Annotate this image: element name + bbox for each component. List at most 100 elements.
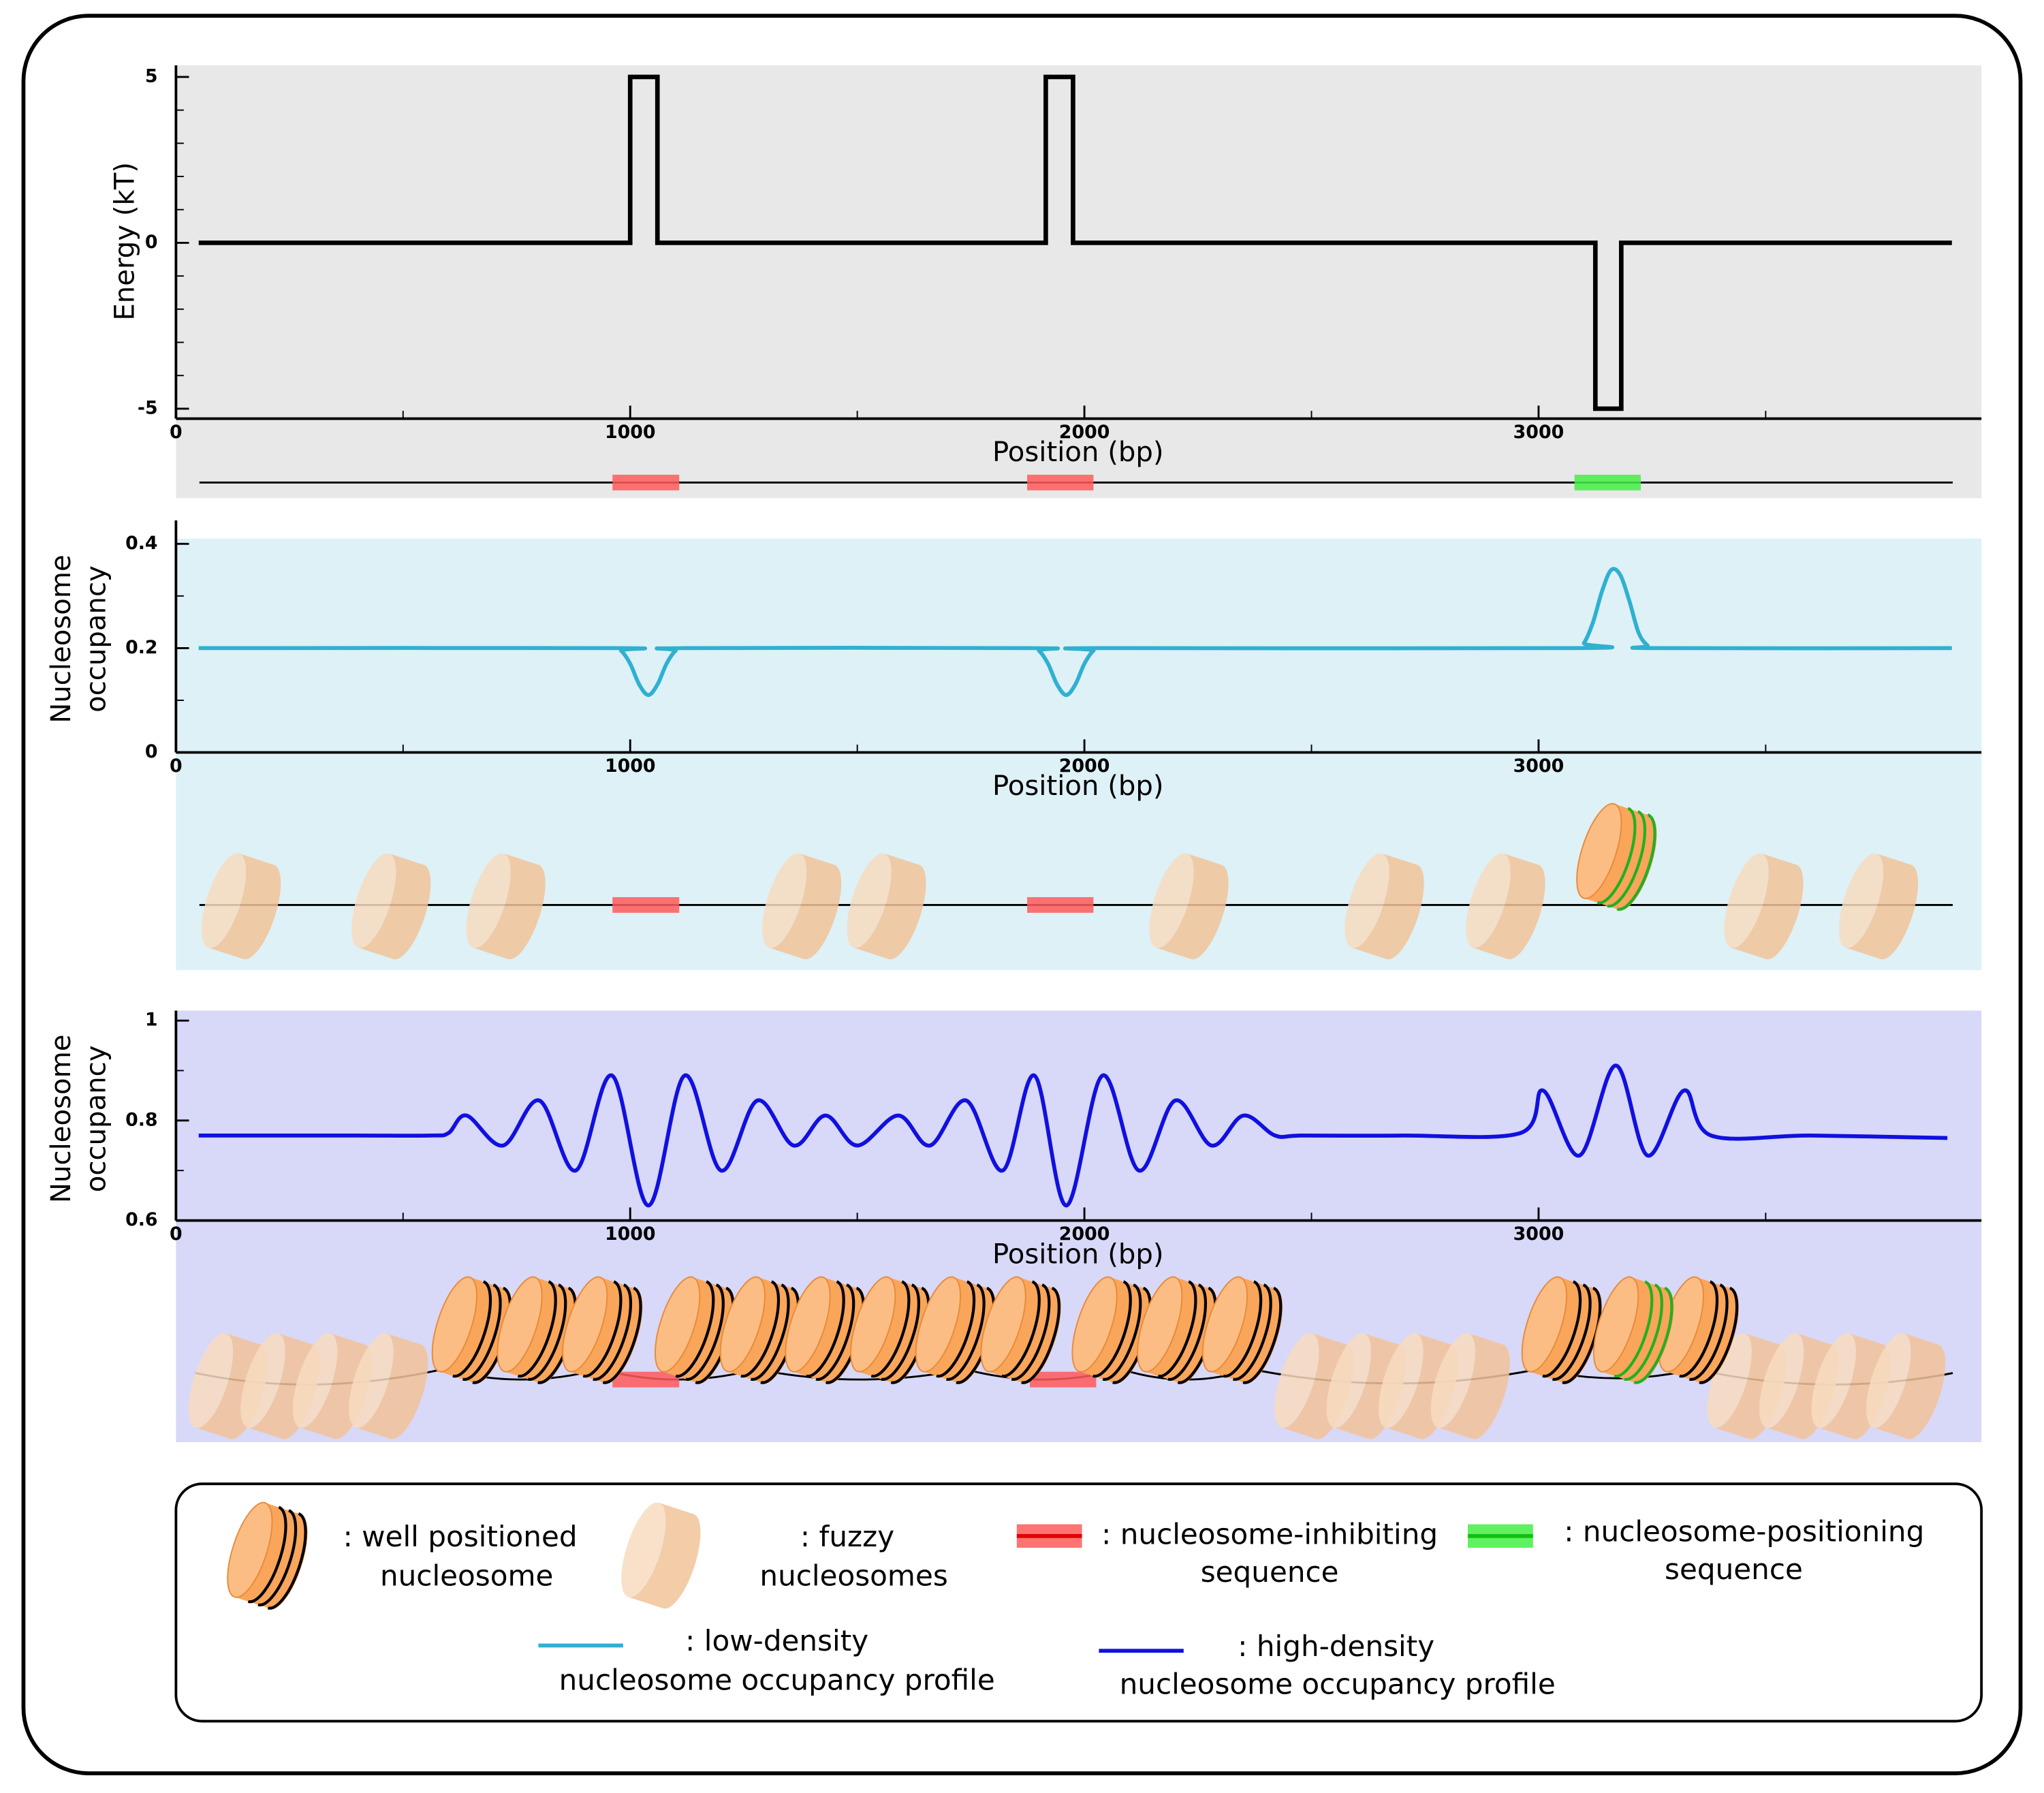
dna-wrap — [1092, 1280, 1132, 1378]
dna-wrap — [1688, 1283, 1729, 1382]
dna-wrap — [1157, 1280, 1197, 1378]
nucleosome-face — [201, 853, 247, 948]
nucleosome-face — [497, 1276, 543, 1373]
well-positioned-nucleosome — [431, 1276, 512, 1384]
y-axis-label: occupancy — [81, 1045, 112, 1192]
x-axis-label: Position (bp) — [992, 770, 1164, 802]
dna-wrap — [1699, 1286, 1739, 1384]
nucleosome-face — [562, 1276, 608, 1373]
well-positioned-nucleosome — [1521, 1276, 1602, 1384]
fuzzy-nucleosome — [1838, 853, 1919, 960]
x-tick-label: 3000 — [1513, 755, 1565, 777]
nucleosome-face — [915, 1276, 961, 1373]
y-tick-label: 0 — [145, 232, 158, 253]
data-line — [198, 567, 1952, 698]
dna-wrap — [247, 1506, 287, 1604]
nucleosome-face — [1707, 1332, 1752, 1428]
sequence-region — [612, 474, 680, 490]
nucleosome-face — [1071, 1276, 1118, 1373]
dna-wrap — [1607, 810, 1647, 908]
nucleosome-face — [1866, 1332, 1911, 1428]
legend-text: : high-density — [1238, 1630, 1434, 1663]
legend-text: nucleosome occupancy profile — [1120, 1667, 1556, 1700]
nucleosome-face — [847, 853, 892, 948]
y-axis-label: Nucleosome — [46, 555, 77, 723]
dna-wrap — [1633, 1286, 1673, 1384]
sequence-region — [612, 896, 680, 913]
legend-text: sequence — [1201, 1555, 1339, 1589]
nucleosome-face — [1379, 1332, 1424, 1428]
nucleosome-face — [1430, 1332, 1476, 1428]
dna-wrap — [1223, 1280, 1263, 1378]
fuzzy-nucleosome — [621, 1502, 701, 1609]
well-positioned-nucleosome — [1593, 1276, 1674, 1384]
fuzzy-nucleosome — [349, 1332, 428, 1439]
legend-text: sequence — [1665, 1553, 1803, 1586]
dna-wrap — [517, 1280, 557, 1378]
fuzzy-nucleosome — [351, 853, 431, 960]
data-line — [198, 1063, 1948, 1208]
x-tick-label: 3000 — [1513, 422, 1565, 443]
dna-wrap — [1102, 1283, 1142, 1382]
dna-wrap — [527, 1283, 567, 1382]
nucleosome-face — [1521, 1276, 1567, 1373]
x-tick-label: 0 — [170, 1223, 183, 1245]
dna-wrap — [257, 1509, 298, 1607]
x-axis-label: Position (bp) — [992, 437, 1164, 468]
dna-wrap — [593, 1283, 633, 1382]
nucleosome-face — [292, 1332, 338, 1428]
well-positioned-nucleosome — [1658, 1276, 1739, 1384]
legend-text: nucleosome — [380, 1559, 553, 1593]
legend-text: : nucleosome-inhibiting — [1101, 1517, 1438, 1550]
fuzzy-nucleosome — [847, 853, 926, 960]
legend-text: nucleosomes — [759, 1559, 947, 1593]
x-tick-label: 2000 — [1059, 1223, 1110, 1245]
well-positioned-nucleosome — [1576, 802, 1657, 911]
fuzzy-nucleosome — [1149, 853, 1229, 960]
dna-wrap — [1011, 1283, 1051, 1382]
fuzzy-nucleosome — [1724, 853, 1804, 960]
nucleosome-face — [621, 1502, 666, 1597]
legend-text: nucleosome occupancy profile — [559, 1664, 995, 1697]
legend-text: : well positioned — [343, 1520, 578, 1553]
nucleosome-face — [785, 1276, 831, 1373]
y-tick-label: 0.2 — [125, 637, 157, 658]
fuzzy-nucleosome — [761, 853, 842, 960]
dna-wrap — [1614, 1280, 1654, 1378]
dna-wrap — [1616, 813, 1656, 911]
dna-wrap — [945, 1283, 986, 1382]
well-positioned-nucleosome — [719, 1276, 800, 1384]
legend-text: : fuzzy — [800, 1520, 894, 1553]
nucleosome-face — [1201, 1276, 1248, 1373]
x-tick-label: 3000 — [1513, 1223, 1565, 1245]
dna-wrap — [1167, 1283, 1208, 1382]
nucleosome-face — [240, 1332, 285, 1428]
dna-wrap — [1624, 1283, 1663, 1382]
sequence-region — [612, 1371, 680, 1388]
well-positioned-nucleosome — [785, 1276, 866, 1384]
nucleosome-face — [1466, 853, 1511, 948]
dna-wrap — [870, 1280, 911, 1378]
nucleosome-face — [719, 1276, 766, 1373]
well-positioned-nucleosome — [227, 1501, 308, 1610]
y-tick-label: 0.4 — [125, 533, 157, 554]
legend-text: : low-density — [685, 1624, 868, 1657]
dna-wrap — [1562, 1286, 1602, 1384]
y-tick-label: -5 — [138, 397, 158, 418]
nucleosome-face — [188, 1332, 234, 1428]
x-axis-label: Position (bp) — [992, 1238, 1164, 1270]
nucleosome-face — [431, 1276, 477, 1373]
y-axis-label: occupancy — [81, 565, 112, 713]
nucleosome-face — [761, 853, 807, 948]
dna-wrap — [805, 1280, 845, 1378]
x-tick-label: 1000 — [605, 1223, 656, 1245]
dna-wrap — [675, 1280, 715, 1378]
dna-wrap — [462, 1283, 502, 1382]
nucleosome-face — [1724, 853, 1769, 948]
nucleosome-face — [227, 1501, 273, 1598]
y-tick-label: 0.6 — [125, 1209, 157, 1230]
dna-wrap — [267, 1512, 307, 1610]
well-positioned-nucleosome — [980, 1276, 1061, 1384]
